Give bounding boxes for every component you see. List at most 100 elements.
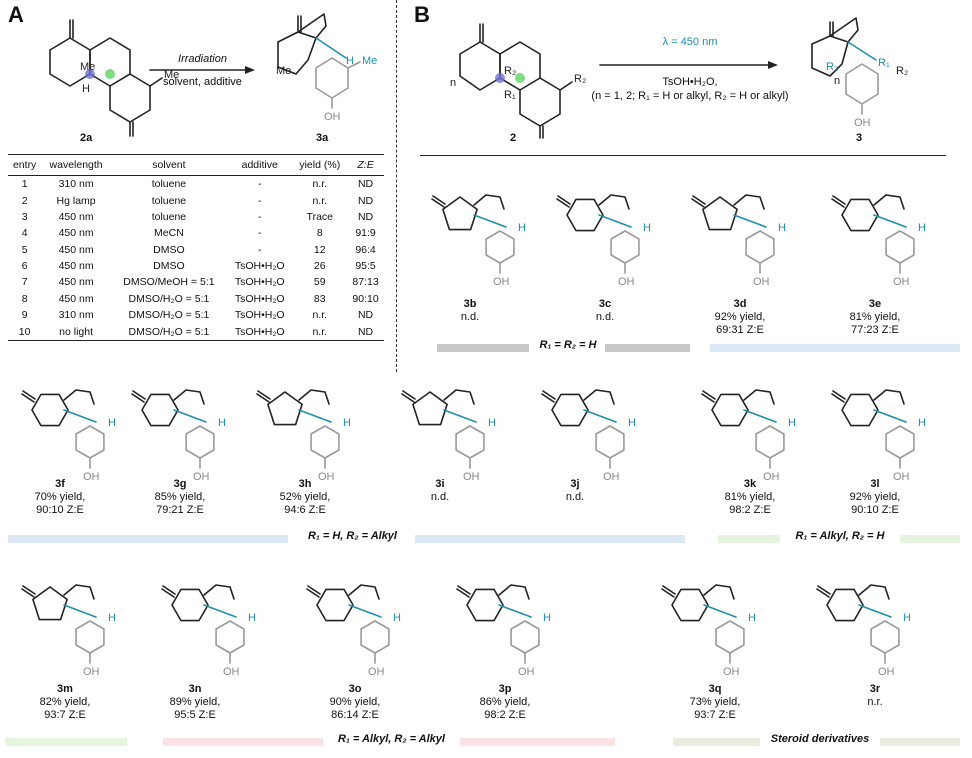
table-row: 1 310 nm toluene - n.r. ND [8, 176, 384, 193]
diene-bond [583, 389, 615, 405]
carbonyl-bond [21, 393, 35, 403]
table-header-row: entry wavelength solvent additive yield … [8, 154, 384, 176]
ketone-ring [671, 588, 709, 622]
table-cell: no light [41, 323, 111, 341]
compound-result: n.d. [595, 311, 615, 323]
diene-bond [858, 584, 890, 600]
table-row: 8 450 nm DMSO/H₂O = 5:1 TsOH•H₂O 83 90:10 [8, 291, 384, 307]
table-header: wavelength [41, 154, 111, 176]
atom-me: Me [80, 61, 95, 73]
compound-caption: 3q 73% yield, 93:7 Z:E [660, 683, 770, 722]
phenol-ring [885, 230, 915, 264]
table-cell: TsOH•H₂O [234, 309, 285, 322]
carbonyl-bond [542, 390, 556, 400]
carbonyl-bond [831, 393, 845, 403]
atom-r2: R₂ [574, 73, 586, 85]
compound-result: 92% yield, [849, 491, 901, 503]
atom-h: H [488, 417, 496, 429]
table-cell: Hg lamp [56, 194, 96, 207]
compound-caption: 3e 81% yield, 77:23 Z:E [820, 298, 930, 337]
table-cell: ND [347, 323, 384, 341]
label-2a: 2a [80, 132, 93, 144]
table-cell: ND [357, 194, 374, 207]
carbonyl-bond [556, 198, 570, 208]
ketone-ring [412, 391, 448, 426]
phenol-ring [185, 425, 215, 459]
compound-ratio: 98:2 Z:E [729, 504, 771, 516]
atom-me: Me [164, 69, 179, 81]
compound-result: 70% yield, [34, 491, 86, 503]
atom-h: H [343, 417, 351, 429]
new-cc-bond [743, 409, 777, 423]
compound-caption: 3d 92% yield, 69:31 Z:E [685, 298, 795, 337]
table-cell: 83 [313, 292, 326, 305]
table-header: entry [8, 154, 42, 176]
structure-3k: OH H [701, 389, 796, 483]
band-r1alkyl-r2h-tail [5, 738, 127, 746]
carbonyl-bond [431, 198, 445, 208]
ketone-ring [32, 586, 68, 621]
product-3: R₂ R₁ R₂ n OH [811, 17, 908, 129]
atom-h: H [218, 417, 226, 429]
diene-bond [498, 584, 530, 600]
carbonyl-bond [161, 588, 175, 598]
structure-3f: OH H [21, 389, 116, 483]
atom-oh: OH [193, 471, 210, 483]
compound-id: 3f [55, 478, 65, 490]
table-cell: 1 [21, 178, 28, 191]
table-cell: 450 nm [58, 276, 94, 289]
table-cell: 9 [21, 309, 28, 322]
carbonyl-bond [256, 393, 270, 403]
structure-3p: OH H [456, 584, 551, 678]
atom-r1: R₁ [878, 57, 890, 69]
table-cell: 310 nm [58, 178, 94, 191]
table-cell: 3 [21, 210, 28, 223]
compound-ratio: 98:2 Z:E [484, 709, 526, 721]
atom-r2: R₂ [896, 65, 908, 77]
compound-id: 3j [570, 478, 580, 490]
compound-id: 3p [498, 683, 512, 695]
band-r1alkyl-r2h [718, 535, 780, 543]
atom-n: n [450, 77, 456, 89]
compound-result: 81% yield, [849, 311, 901, 323]
carbonyl-bond [306, 588, 320, 598]
diene-bond [703, 584, 735, 600]
table-cell: 4 [21, 227, 28, 240]
band-r1h-r2alkyl [8, 535, 288, 543]
structure-3c: OH H [556, 194, 651, 288]
table-cell: 5 [21, 243, 28, 256]
table-cell: 8 [21, 292, 28, 305]
diene-bond [733, 194, 765, 210]
new-cc-bond [733, 214, 767, 228]
phenol-ring [75, 425, 105, 459]
compound-caption: 3j n.d. [520, 478, 630, 504]
table-cell: toluene [151, 194, 187, 207]
table-cell: 8 [316, 227, 323, 240]
table-cell: DMSO/MeOH = 5:1 [123, 276, 215, 289]
compound-result: 73% yield, [689, 696, 741, 708]
table-cell: - [257, 243, 262, 256]
reagent-b-mid: TsOH•H₂O, [662, 76, 718, 88]
atom-oh: OH [83, 471, 100, 483]
compound-id: 3e [868, 298, 882, 310]
compound-caption: 3m 82% yield, 93:7 Z:E [10, 683, 120, 722]
carbonyl-bond [557, 195, 571, 205]
table-header: solvent [110, 154, 227, 176]
phenol-ring [885, 425, 915, 459]
atom-oh: OH [893, 276, 910, 288]
band-r1alkyl-r2alkyl [163, 738, 323, 746]
atom-h: H [518, 222, 526, 234]
structure-3q: OH H [661, 584, 756, 678]
carbonyl-bond [831, 198, 845, 208]
structure-3m: OH H [21, 584, 116, 678]
compound-ratio: 69:31 Z:E [716, 324, 764, 336]
new-cc-bond [63, 409, 97, 423]
carbonyl-bond [541, 393, 555, 403]
carbonyl-bond [432, 195, 446, 205]
diene-bond [873, 194, 905, 210]
atom-h: H [393, 612, 401, 624]
compound-id: 3i [435, 478, 445, 490]
conditions-table: entry wavelength solvent additive yield … [8, 154, 384, 341]
diene-bond [173, 389, 205, 405]
atom-n: n [834, 75, 840, 87]
